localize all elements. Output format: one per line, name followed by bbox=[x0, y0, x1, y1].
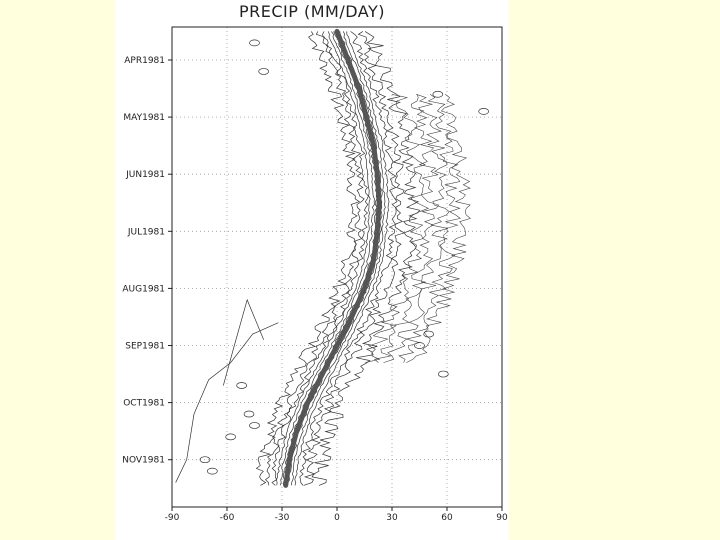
rain-band-axis bbox=[283, 28, 382, 488]
contour-blob bbox=[206, 467, 218, 475]
contour-line bbox=[373, 94, 440, 363]
contour-blob bbox=[437, 370, 449, 378]
contour-line bbox=[175, 322, 279, 483]
contour-line bbox=[406, 94, 472, 363]
x-tick-label: 60 bbox=[441, 513, 453, 523]
contour-blob bbox=[258, 68, 270, 75]
contour-blob bbox=[243, 410, 255, 418]
contour-line bbox=[287, 31, 383, 486]
x-tick-label: -90 bbox=[165, 513, 180, 523]
contour-line bbox=[279, 31, 375, 486]
contour-line bbox=[222, 298, 264, 386]
x-tick-label: 90 bbox=[496, 513, 508, 523]
y-tick-label: MAY1981 bbox=[123, 113, 165, 123]
contour-blob bbox=[432, 90, 444, 98]
y-tick-label: APR1981 bbox=[124, 56, 165, 66]
x-tick-label: -60 bbox=[220, 513, 235, 523]
contour-blob bbox=[249, 422, 260, 429]
contour-line bbox=[271, 31, 369, 486]
contour-line bbox=[383, 94, 450, 363]
contour-blob bbox=[478, 108, 490, 115]
y-tick-label: JUN1981 bbox=[125, 170, 165, 180]
contour-line bbox=[398, 94, 462, 363]
contour-line bbox=[294, 31, 390, 486]
y-tick-label: SEP1981 bbox=[125, 342, 165, 352]
y-tick-label: OCT1981 bbox=[123, 399, 165, 409]
y-tick-label: JUL1981 bbox=[127, 227, 165, 237]
x-tick-label: 30 bbox=[386, 513, 398, 523]
y-tick-label: AUG1981 bbox=[122, 284, 165, 294]
chart-title: PRECIP (MM/DAY) bbox=[239, 2, 385, 21]
x-ticks: -90 -60 -30 0 30 60 90 bbox=[165, 507, 508, 523]
contour-line bbox=[365, 94, 430, 363]
contour-blob bbox=[249, 39, 260, 47]
contour-line bbox=[303, 31, 406, 486]
x-tick-label: -30 bbox=[275, 513, 290, 523]
precip-contours bbox=[175, 31, 490, 486]
contour-blob bbox=[423, 330, 435, 338]
contour-blob bbox=[236, 382, 248, 389]
contour-line bbox=[311, 31, 421, 486]
contour-line bbox=[276, 31, 371, 486]
series-line bbox=[283, 28, 382, 488]
contour-blob bbox=[199, 456, 211, 464]
x-tick-label: 0 bbox=[334, 513, 340, 523]
contour-blob bbox=[225, 433, 237, 441]
contour-line bbox=[291, 31, 386, 486]
contour-line bbox=[255, 31, 361, 486]
contour-blob bbox=[414, 342, 425, 349]
y-tick-label: NOV1981 bbox=[122, 456, 165, 466]
chart-panel bbox=[115, 0, 509, 540]
y-ticks: APR1981 MAY1981 JUN1981 JUL1981 AUG1981 SEP19… bbox=[122, 56, 172, 466]
